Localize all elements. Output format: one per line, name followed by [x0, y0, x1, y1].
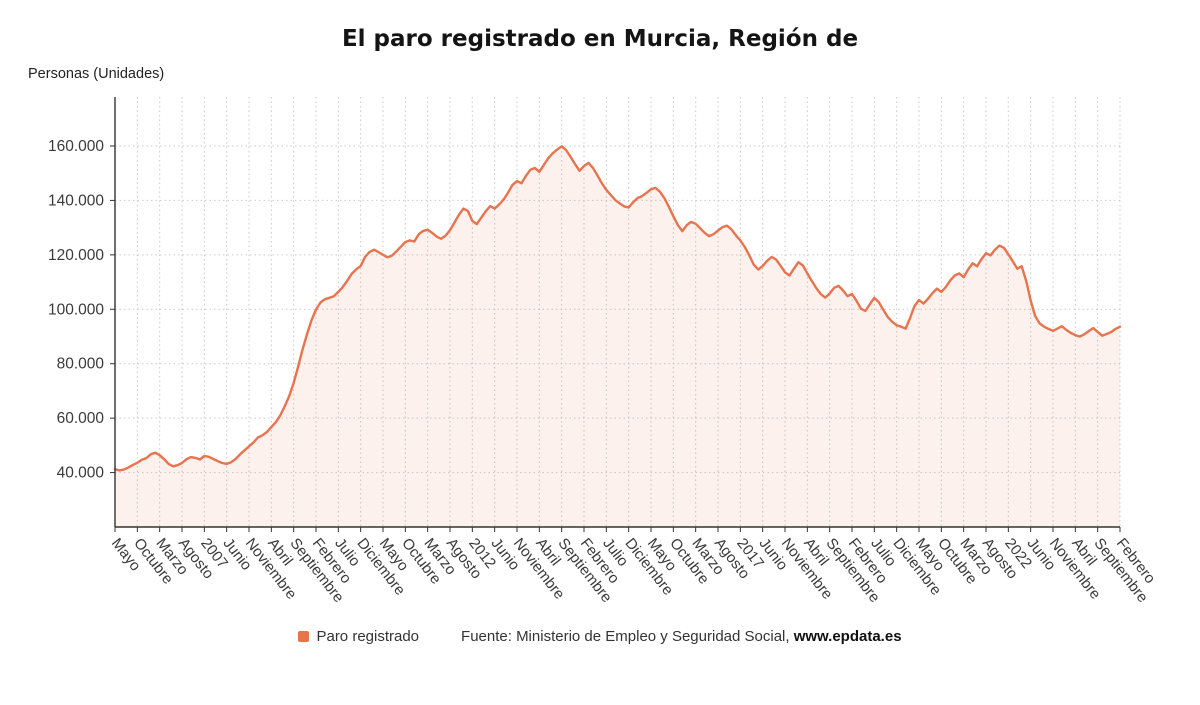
svg-text:80.000: 80.000	[57, 356, 105, 373]
svg-text:140.000: 140.000	[48, 192, 104, 209]
x-axis-labels: MayoOctubreMarzoAgosto2007JunioNoviembre…	[108, 535, 1159, 606]
svg-text:120.000: 120.000	[48, 247, 104, 264]
series-area	[115, 146, 1120, 528]
source-link[interactable]: www.epdata.es	[793, 628, 902, 645]
unemployment-area-chart: MayoOctubreMarzoAgosto2007JunioNoviembre…	[48, 97, 1159, 606]
svg-text:40.000: 40.000	[57, 465, 105, 482]
y-axis-title: Personas (Unidades)	[28, 66, 165, 82]
chart-page: El paro registrado en Murcia, Región de …	[0, 26, 1200, 705]
page-title: El paro registrado en Murcia, Región de	[341, 26, 859, 52]
svg-text:60.000: 60.000	[57, 410, 105, 427]
axis-lines	[110, 97, 1121, 532]
legend-swatch-icon	[298, 631, 310, 642]
legend-item-paro-registrado[interactable]: Paro registrado	[298, 628, 419, 645]
y-axis-labels: 40.000 60.000 80.000 100.000 120.000 140.000 1…	[48, 138, 104, 482]
legend-label: Paro registrado	[316, 628, 420, 645]
y-gridlines	[115, 145, 1120, 474]
series-line	[113, 145, 1122, 472]
svg-text:160.000: 160.000	[48, 138, 104, 155]
svg-text:100.000: 100.000	[48, 301, 104, 318]
chart-footer: Paro registrado Fuente: Ministerio de Em…	[0, 628, 1200, 645]
source-prefix: Fuente: Ministerio de Empleo y Seguridad…	[461, 628, 794, 645]
source-text: Fuente: Ministerio de Empleo y Seguridad…	[461, 628, 902, 645]
